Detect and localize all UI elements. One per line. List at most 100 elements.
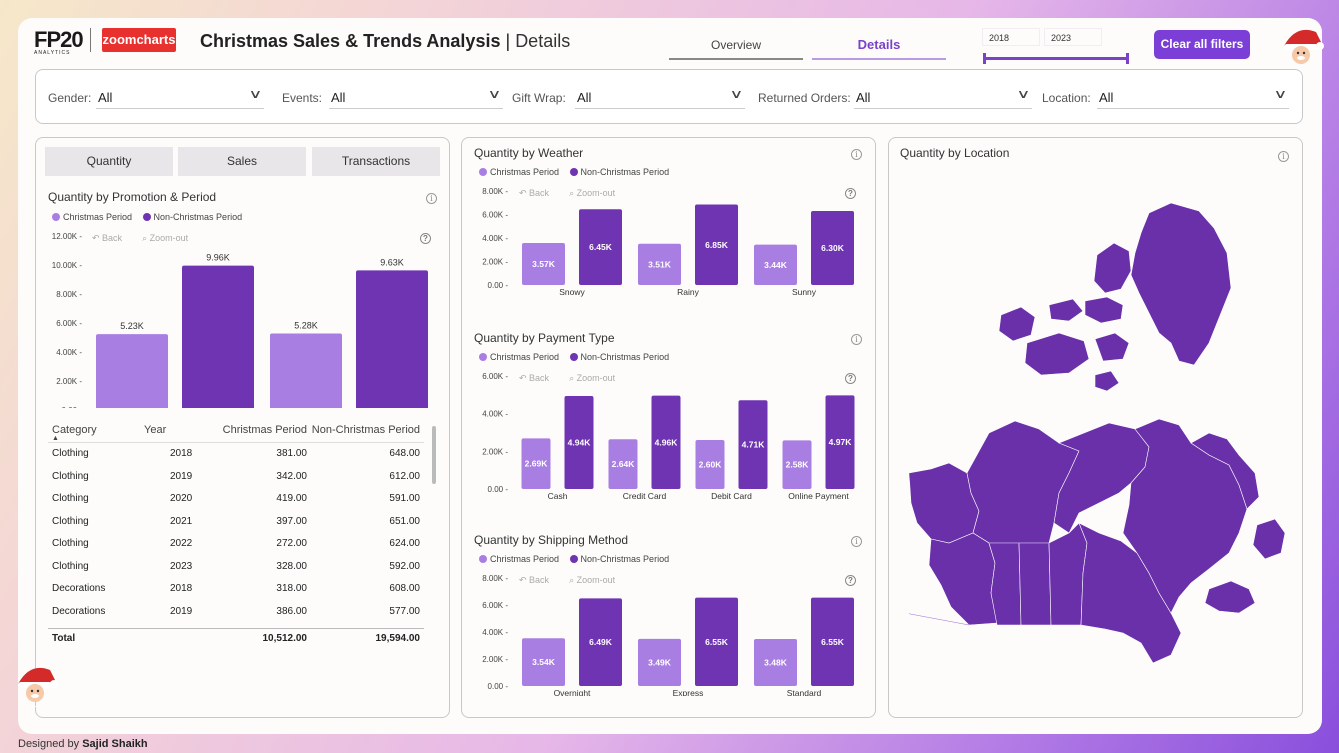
giftwrap-filter[interactable]: All ∨ [575,85,745,109]
table-row[interactable]: Clothing 2023 328.00 592.00 [48,557,424,579]
cell-non-christmas: 608.00 [389,583,420,594]
help-icon[interactable]: ? [845,188,856,199]
segment-sales[interactable]: Sales [178,147,306,176]
location-filter[interactable]: All ∨ [1097,85,1289,109]
map-region-nunavut[interactable] [1053,422,1150,534]
year-slider-track[interactable] [984,57,1128,60]
bar-christmas[interactable] [270,333,342,408]
map-region-maritimes[interactable] [1204,580,1256,614]
col-category[interactable]: Category ▲ [52,424,97,442]
category-label: Express [673,688,704,696]
bar-non-christmas[interactable] [695,204,738,285]
help-icon[interactable]: ? [420,233,431,244]
table-row[interactable]: Clothing 2018 381.00 648.00 [48,444,424,466]
year-end-input[interactable]: 2023 [1044,28,1102,46]
title-separator: | [505,31,511,51]
bar-christmas[interactable] [695,440,725,489]
bar-christmas[interactable] [521,438,551,489]
table-row[interactable]: Clothing 2019 342.00 612.00 [48,467,424,489]
bar-christmas[interactable] [522,243,565,285]
map-region-victoria[interactable] [1024,332,1090,376]
map-region-somerset[interactable] [1094,332,1130,362]
bar-christmas[interactable] [638,243,681,285]
canada-map[interactable] [909,193,1289,673]
clear-filters-button[interactable]: Clear all filters [1154,30,1250,59]
map-region-ellesmere[interactable] [1093,242,1132,294]
year-slider-end-handle[interactable] [1126,53,1129,64]
zoom-out-button[interactable]: ⌕ Zoom-out [569,373,616,383]
cell-year: 2018 [170,448,193,459]
map-region-baffin[interactable] [1130,202,1232,366]
col-christmas[interactable]: Christmas Period [222,424,307,436]
bar-christmas[interactable] [782,440,812,489]
table-row[interactable]: Clothing 2020 419.00 591.00 [48,489,424,511]
map-region-melville[interactable] [1048,298,1084,322]
bar-christmas[interactable] [754,639,797,686]
total-christmas: 10,512.00 [262,633,308,644]
map-region-kingwilliam[interactable] [1094,370,1120,392]
info-icon[interactable]: i [851,149,862,160]
info-icon[interactable]: i [1278,151,1289,162]
map-region-ontario[interactable] [1078,522,1182,664]
chart-tools: ↶ Back ⌕ Zoom-out [519,373,635,384]
map-region-labrador[interactable] [1190,432,1260,510]
zoom-out-button[interactable]: ⌕ Zoom-out [569,188,616,198]
bar-christmas[interactable] [754,244,797,285]
bar-christmas[interactable] [522,638,565,686]
help-icon[interactable]: ? [845,373,856,384]
back-button[interactable]: ↶ Back [519,373,550,383]
table-row[interactable]: Clothing 2022 272.00 624.00 [48,534,424,556]
table-row[interactable]: Clothing 2021 397.00 651.00 [48,512,424,534]
info-icon[interactable]: i [426,193,437,204]
gender-filter[interactable]: All ∨ [96,85,264,109]
table-row[interactable]: Decorations 2019 386.00 577.00 [48,602,424,624]
zoom-out-button[interactable]: ⌕ Zoom-out [142,233,189,243]
bar-non-christmas[interactable] [811,210,854,285]
map-region-banks[interactable] [998,306,1036,342]
y-tick-label: 8.00K - [482,187,508,196]
bar-non-christmas[interactable] [651,395,681,489]
bar-non-christmas[interactable] [182,265,254,408]
back-button[interactable]: ↶ Back [519,575,550,585]
year-slider-start-handle[interactable] [983,53,986,64]
legend-dot [569,168,578,176]
chevron-down-icon: ∨ [248,87,263,101]
bar-non-christmas[interactable] [356,270,428,408]
map-region-saskatchewan[interactable] [1018,542,1052,626]
col-year[interactable]: Year [144,424,167,436]
map-region-newfoundland[interactable] [1252,518,1286,560]
segment-transactions[interactable]: Transactions [312,147,440,176]
map-region-british-columbia[interactable] [928,532,998,626]
back-button[interactable]: ↶ Back [519,188,550,198]
map-region-devon[interactable] [1084,296,1124,324]
year-start-input[interactable]: 2018 [982,28,1040,46]
data-label: 4.71K [742,440,766,450]
bar-non-christmas[interactable] [579,598,622,686]
back-button[interactable]: ↶ Back [92,233,123,243]
col-non-christmas[interactable]: Non-Christmas Period [311,424,420,436]
bar-non-christmas[interactable] [825,395,855,489]
tab-overview[interactable]: Overview [669,32,803,60]
cell-category: Clothing [52,470,89,482]
footer-credit: Designed by Sajid Shaikh [18,738,148,750]
bar-non-christmas[interactable] [738,400,768,489]
table-scrollbar[interactable] [432,426,436,484]
tab-details[interactable]: Details [812,32,946,60]
bar-non-christmas[interactable] [564,395,594,489]
bar-christmas[interactable] [638,638,681,686]
bar-christmas[interactable] [96,334,168,408]
zoom-out-label: Zoom-out [576,373,616,383]
events-filter[interactable]: All ∨ [329,85,503,109]
info-icon[interactable]: i [851,536,862,547]
segment-quantity[interactable]: Quantity [45,147,173,176]
help-icon[interactable]: ? [845,575,856,586]
bar-non-christmas[interactable] [695,597,738,686]
bar-non-christmas[interactable] [811,597,854,686]
bar-christmas[interactable] [608,439,638,489]
returned-filter-value: All [856,90,871,105]
info-icon[interactable]: i [851,334,862,345]
returned-filter[interactable]: All ∨ [854,85,1032,109]
table-row[interactable]: Decorations 2018 318.00 608.00 [48,579,424,601]
bar-non-christmas[interactable] [579,209,622,285]
zoom-out-button[interactable]: ⌕ Zoom-out [569,575,616,585]
